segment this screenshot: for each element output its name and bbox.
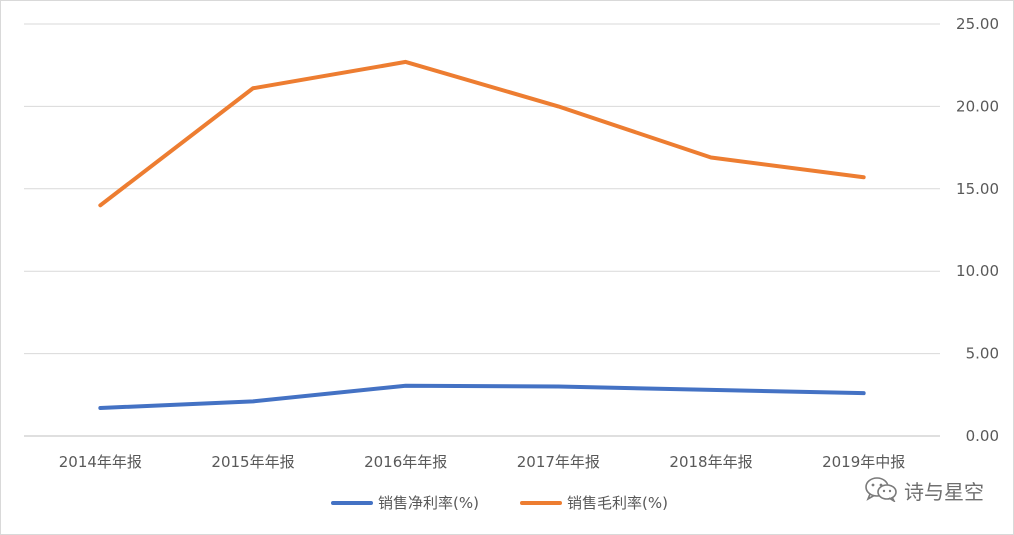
series-lines [98,59,866,410]
wechat-icon [864,477,898,504]
y-tick-label: 5.00 [966,345,999,363]
legend-label: 销售毛利率(%) [567,494,668,512]
y-tick-label: 25.00 [956,15,999,33]
gridlines [24,23,940,437]
y-axis-tick-labels: 0.00 5.00 10.00 15.00 20.00 25.00 [956,15,999,445]
watermark-text: 诗与星空 [904,480,984,504]
x-axis-tick-labels: 2014年年报 2015年年报 2016年年报 2017年年报 2018年年报 2019年… [59,453,906,471]
legend: 销售净利率(%) 销售毛利率(%) [331,494,668,512]
y-tick-label: 20.00 [956,97,999,115]
y-tick-label: 10.00 [956,262,999,280]
x-tick-label: 2018年年报 [669,453,752,471]
x-tick-label: 2017年年报 [517,453,600,471]
y-tick-label: 15.00 [956,180,999,198]
x-tick-label: 2016年年报 [364,453,447,471]
series-line-0 [98,383,866,410]
x-tick-label: 2014年年报 [59,453,142,471]
watermark: 诗与星空 [864,476,984,505]
series-line-1 [98,59,866,208]
legend-label: 销售净利率(%) [378,494,479,512]
x-tick-label: 2015年年报 [211,453,294,471]
x-tick-label: 2019年中报 [822,453,905,471]
y-tick-label: 0.00 [966,427,999,445]
